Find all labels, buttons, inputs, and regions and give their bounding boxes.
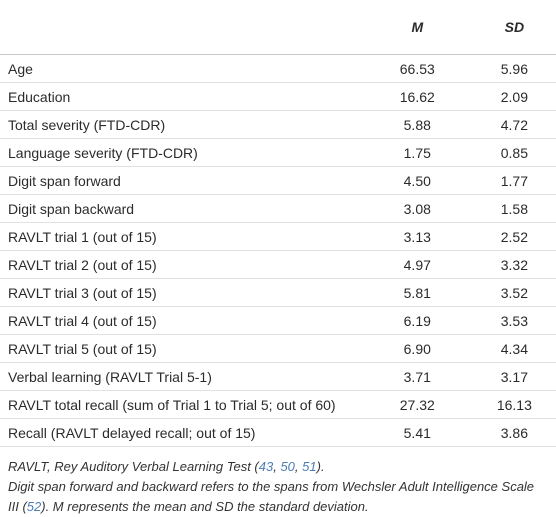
value-cell: 3.71 xyxy=(361,362,473,391)
value-cell: 2.09 xyxy=(472,82,556,111)
value-cell: 1.75 xyxy=(361,138,473,167)
row-label: Recall (RAVLT delayed recall; out of 15) xyxy=(0,418,362,447)
citation[interactable]: 51 xyxy=(302,459,317,474)
row-label: Age xyxy=(0,54,362,83)
row-label: Digit span forward xyxy=(0,166,362,195)
note-text: , xyxy=(273,459,281,474)
note-text: ). xyxy=(316,459,325,474)
value-cell: 5.96 xyxy=(472,54,556,83)
note-text: RAVLT, Rey Auditory Verbal Learning Test… xyxy=(8,459,259,474)
value-cell: 3.13 xyxy=(361,222,473,251)
value-cell: 0.85 xyxy=(472,138,556,167)
table-header: M SD xyxy=(0,0,556,55)
value-cell: 3.53 xyxy=(472,306,556,335)
row-label: RAVLT total recall (sum of Trial 1 to Tr… xyxy=(0,390,362,419)
value-cell: 3.52 xyxy=(472,278,556,307)
table-row: RAVLT trial 5 (out of 15) 6.90 4.34 xyxy=(0,334,556,363)
table-row: RAVLT trial 4 (out of 15) 6.19 3.53 xyxy=(0,306,556,335)
value-cell: 16.13 xyxy=(472,390,556,419)
footnote: Digit span forward and backward refers t… xyxy=(8,477,548,517)
citation[interactable]: 50 xyxy=(280,459,295,474)
value-cell: 3.86 xyxy=(472,418,556,447)
citation[interactable]: 43 xyxy=(258,459,274,474)
header-cell: SD xyxy=(472,0,556,55)
value-cell: 3.17 xyxy=(472,362,556,391)
value-cell: 3.08 xyxy=(361,194,473,223)
data-table: M SD Age 66.53 5.96 Education 16.62 2.09 Total… xyxy=(0,0,556,447)
value-cell: 4.50 xyxy=(361,166,473,195)
value-cell: 6.19 xyxy=(361,306,473,335)
value-cell: 5.41 xyxy=(361,418,473,447)
value-cell: 6.90 xyxy=(361,334,473,363)
row-label: RAVLT trial 4 (out of 15) xyxy=(0,306,362,335)
header-cell xyxy=(0,0,362,55)
table-row: RAVLT total recall (sum of Trial 1 to Tr… xyxy=(0,390,556,419)
value-cell: 4.34 xyxy=(472,334,556,363)
value-cell: 3.32 xyxy=(472,250,556,279)
value-cell: 27.32 xyxy=(361,390,473,419)
row-label: RAVLT trial 1 (out of 15) xyxy=(0,222,362,251)
row-label: RAVLT trial 3 (out of 15) xyxy=(0,278,362,307)
table-body: Age 66.53 5.96 Education 16.62 2.09 Total seve… xyxy=(0,54,556,447)
value-cell: 4.72 xyxy=(472,110,556,139)
table-row: Education 16.62 2.09 xyxy=(0,82,556,111)
citation[interactable]: 52 xyxy=(26,499,42,514)
value-cell: 5.81 xyxy=(361,278,473,307)
table-row: RAVLT trial 3 (out of 15) 5.81 3.52 xyxy=(0,278,556,307)
table-row: RAVLT trial 1 (out of 15) 3.13 2.52 xyxy=(0,222,556,251)
row-label: Education xyxy=(0,82,362,111)
footnote: RAVLT, Rey Auditory Verbal Learning Test… xyxy=(8,457,548,477)
row-label: RAVLT trial 5 (out of 15) xyxy=(0,334,362,363)
value-cell: 16.62 xyxy=(361,82,473,111)
table-row: Total severity (FTD-CDR) 5.88 4.72 xyxy=(0,110,556,139)
table-row: Digit span forward 4.50 1.77 xyxy=(0,166,556,195)
header-cell: M xyxy=(361,0,473,55)
header-row: M SD xyxy=(0,0,556,55)
table-row: RAVLT trial 2 (out of 15) 4.97 3.32 xyxy=(0,250,556,279)
table-row: Language severity (FTD-CDR) 1.75 0.85 xyxy=(0,138,556,167)
row-label: RAVLT trial 2 (out of 15) xyxy=(0,250,362,279)
value-cell: 4.97 xyxy=(361,250,473,279)
value-cell: 2.52 xyxy=(472,222,556,251)
footnotes: RAVLT, Rey Auditory Verbal Learning Test… xyxy=(0,447,556,517)
table-row: Verbal learning (RAVLT Trial 5-1) 3.71 3.1… xyxy=(0,362,556,391)
value-cell: 66.53 xyxy=(361,54,473,83)
value-cell: 1.58 xyxy=(472,194,556,223)
note-text: ). M represents the mean and SD the stan… xyxy=(41,499,369,514)
value-cell: 1.77 xyxy=(472,166,556,195)
row-label: Total severity (FTD-CDR) xyxy=(0,110,362,139)
note-text: , xyxy=(294,459,303,474)
table-row: Digit span backward 3.08 1.58 xyxy=(0,194,556,223)
row-label: Digit span backward xyxy=(0,194,362,223)
table-row: Recall (RAVLT delayed recall; out of 15)… xyxy=(0,418,556,447)
value-cell: 5.88 xyxy=(361,110,473,139)
row-label: Language severity (FTD-CDR) xyxy=(0,138,362,167)
table-row: Age 66.53 5.96 xyxy=(0,54,556,83)
row-label: Verbal learning (RAVLT Trial 5-1) xyxy=(0,362,362,391)
